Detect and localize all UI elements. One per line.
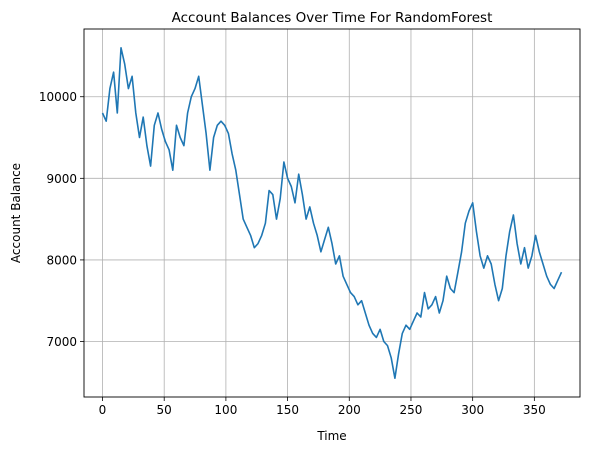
- x-axis-ticks: 0 50 100 150 200 250 300 350: [99, 397, 546, 417]
- series-group: [101, 46, 563, 380]
- chart-title: Account Balances Over Time For RandomFor…: [172, 10, 493, 26]
- y-tick-label: 10000: [39, 90, 77, 104]
- x-tick-label: 300: [461, 403, 484, 417]
- x-tick-label: 200: [338, 403, 361, 417]
- x-tick-label: 100: [214, 403, 237, 417]
- y-axis-label: Account Balance: [9, 163, 23, 263]
- x-tick-label: 0: [99, 403, 107, 417]
- x-axis-label: Time: [316, 429, 346, 443]
- x-tick-label: 50: [157, 403, 172, 417]
- x-tick-label: 150: [276, 403, 299, 417]
- y-axis-ticks: 7000 8000 9000 10000: [39, 90, 84, 349]
- x-tick-label: 350: [523, 403, 546, 417]
- y-tick-label: 9000: [46, 172, 77, 186]
- series-line: [101, 46, 563, 380]
- y-tick-label: 8000: [46, 253, 77, 267]
- grid-lines: [84, 29, 580, 397]
- plot-frame: [83, 28, 581, 398]
- x-tick-label: 250: [400, 403, 423, 417]
- y-tick-label: 7000: [46, 335, 77, 349]
